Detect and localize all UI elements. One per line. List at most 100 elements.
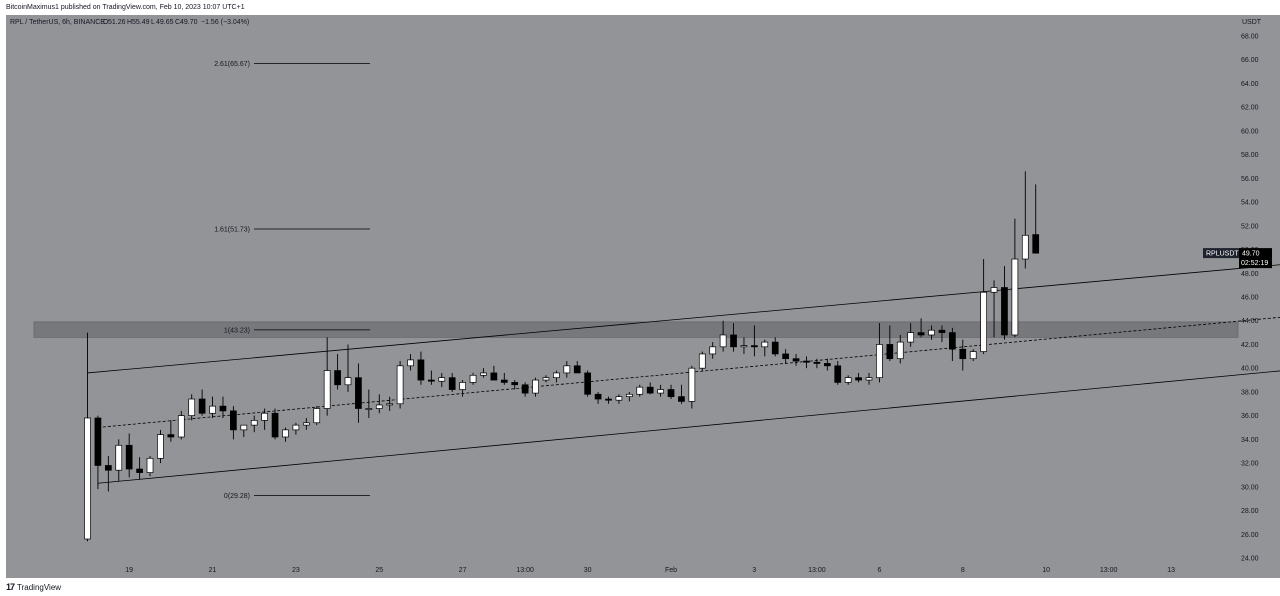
candle-up[interactable]: [990, 287, 998, 293]
candle-up[interactable]: [282, 429, 289, 438]
candle-up[interactable]: [313, 408, 321, 424]
candle-down[interactable]: [355, 377, 362, 409]
candle-down[interactable]: [917, 332, 925, 336]
candle-up[interactable]: [980, 291, 987, 352]
candle-up[interactable]: [615, 396, 623, 401]
candle-down[interactable]: [511, 382, 519, 386]
candle-down[interactable]: [813, 361, 821, 364]
candle-down[interactable]: [823, 363, 831, 367]
candle-up[interactable]: [542, 377, 550, 381]
candle-up[interactable]: [969, 351, 977, 360]
candle-up[interactable]: [177, 415, 185, 438]
candle-down[interactable]: [782, 353, 789, 360]
candle-down[interactable]: [959, 348, 967, 360]
candle-down[interactable]: [94, 417, 102, 466]
candle-down[interactable]: [1032, 234, 1040, 254]
candle-down[interactable]: [271, 412, 279, 438]
candle-up[interactable]: [625, 393, 633, 398]
candle-down[interactable]: [792, 358, 800, 362]
candle-up[interactable]: [636, 386, 644, 395]
candle-down[interactable]: [584, 372, 592, 395]
candle-down[interactable]: [334, 370, 341, 386]
candle-up[interactable]: [1011, 258, 1019, 336]
candle-up[interactable]: [844, 377, 852, 383]
candle-up[interactable]: [532, 379, 539, 394]
candle-down[interactable]: [730, 334, 737, 348]
price-axis-background[interactable]: [1238, 15, 1280, 563]
candle-down[interactable]: [938, 329, 946, 333]
candle-down[interactable]: [417, 359, 425, 381]
candle-up[interactable]: [480, 372, 487, 376]
candle-up[interactable]: [719, 334, 727, 348]
candle-up[interactable]: [698, 353, 706, 369]
candle-up[interactable]: [459, 382, 466, 390]
candle-up[interactable]: [365, 408, 373, 410]
candle-up[interactable]: [250, 420, 258, 426]
candle-up[interactable]: [907, 332, 915, 343]
candle-up[interactable]: [657, 389, 664, 394]
candle-down[interactable]: [573, 365, 581, 374]
candle-down[interactable]: [500, 379, 508, 383]
candle-down[interactable]: [949, 332, 956, 350]
candle-up[interactable]: [438, 377, 446, 382]
candle-down[interactable]: [667, 389, 675, 398]
candle-down[interactable]: [678, 396, 685, 402]
candle-down[interactable]: [521, 384, 529, 394]
candle-up[interactable]: [302, 422, 310, 426]
candle-up[interactable]: [146, 457, 154, 473]
candle-up[interactable]: [865, 377, 873, 381]
candle-down[interactable]: [771, 341, 779, 355]
candle-down[interactable]: [104, 465, 112, 471]
candle-down[interactable]: [136, 468, 143, 473]
candle-down[interactable]: [803, 360, 810, 363]
candle-down[interactable]: [428, 379, 435, 382]
candle-up[interactable]: [323, 370, 331, 409]
candle-down[interactable]: [198, 398, 206, 414]
candle-up[interactable]: [928, 329, 935, 336]
candle-up[interactable]: [553, 372, 560, 379]
candle-up[interactable]: [386, 403, 394, 406]
candle-up[interactable]: [761, 341, 769, 348]
candle-down[interactable]: [646, 386, 654, 394]
candle-up[interactable]: [209, 405, 216, 414]
time-tick-label: 19: [125, 567, 133, 574]
candle-up[interactable]: [188, 398, 196, 416]
candle-down[interactable]: [834, 365, 842, 383]
candle-up[interactable]: [292, 424, 300, 431]
candle-up[interactable]: [407, 359, 414, 367]
ohlc-label: H: [127, 19, 132, 26]
candle-down[interactable]: [605, 398, 612, 401]
candle-down[interactable]: [1001, 287, 1008, 336]
candle-up[interactable]: [240, 424, 248, 431]
candle-down[interactable]: [448, 377, 456, 390]
candle-up[interactable]: [396, 365, 404, 405]
candle-up[interactable]: [1021, 234, 1029, 260]
candle-down[interactable]: [125, 444, 133, 470]
tradingview-logo[interactable]: 17 TradingView: [6, 582, 61, 592]
candle-down[interactable]: [751, 345, 758, 348]
candle-up[interactable]: [115, 444, 123, 471]
candle-up[interactable]: [344, 377, 352, 386]
candle-up[interactable]: [375, 404, 383, 409]
candles-layer: [84, 171, 1040, 542]
candle-down[interactable]: [594, 393, 602, 400]
candle-up[interactable]: [469, 374, 477, 383]
candle-up[interactable]: [709, 346, 717, 355]
candle-up[interactable]: [563, 365, 571, 374]
candle-up[interactable]: [896, 341, 904, 360]
candle-down[interactable]: [219, 405, 227, 412]
candle-up[interactable]: [157, 434, 164, 459]
candle-up[interactable]: [84, 417, 91, 540]
time-axis-background[interactable]: [6, 563, 1280, 578]
candle-up[interactable]: [740, 345, 748, 348]
candle-down[interactable]: [230, 410, 237, 431]
candle-up[interactable]: [688, 367, 696, 402]
candle-down[interactable]: [886, 344, 894, 360]
candle-up[interactable]: [261, 412, 268, 421]
candle-down[interactable]: [490, 372, 498, 381]
price-tick-label: 68.00: [1241, 34, 1259, 41]
candle-down[interactable]: [167, 434, 175, 438]
candle-down[interactable]: [855, 377, 862, 381]
candle-up[interactable]: [876, 344, 883, 379]
